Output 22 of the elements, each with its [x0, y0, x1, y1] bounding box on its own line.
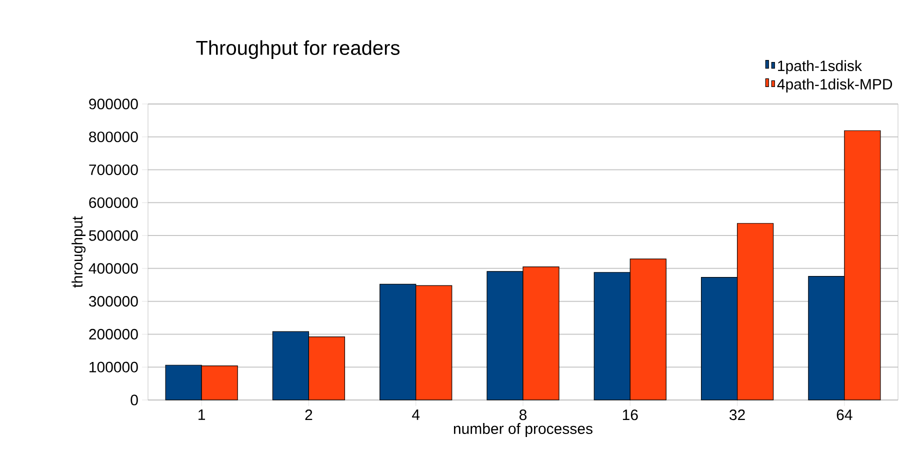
x-tick-label: 2 [305, 410, 312, 420]
x-tick-label: 8 [519, 410, 527, 420]
y-tick-label: 900000 [89, 98, 138, 110]
chart-title: Throughput for readers [196, 40, 400, 59]
y-tick-label: 600000 [89, 197, 138, 208]
y-tick-label: 200000 [89, 328, 138, 340]
legend-label: 4path-1disk-MPD [777, 78, 892, 93]
y-tick-label: 300000 [88, 296, 138, 307]
y-tick-label: 0 [130, 394, 138, 406]
y-tick-label: 500000 [89, 230, 138, 241]
x-tick-label: 32 [730, 410, 745, 420]
x-tick-label: 16 [622, 410, 638, 420]
x-tick-label: 64 [836, 410, 852, 420]
y-tick-label: 700000 [89, 164, 138, 176]
x-axis-title: number of processes [454, 423, 592, 437]
y-tick-label: 800000 [89, 132, 138, 142]
y-tick-label: 400000 [88, 263, 138, 274]
x-tick-label: 4 [412, 410, 420, 420]
legend-label: 1path-1sdisk [778, 60, 862, 74]
y-tick-label: 100000 [90, 362, 138, 372]
y-axis-title: throughput [72, 216, 86, 288]
x-tick-label: 1 [198, 410, 206, 420]
